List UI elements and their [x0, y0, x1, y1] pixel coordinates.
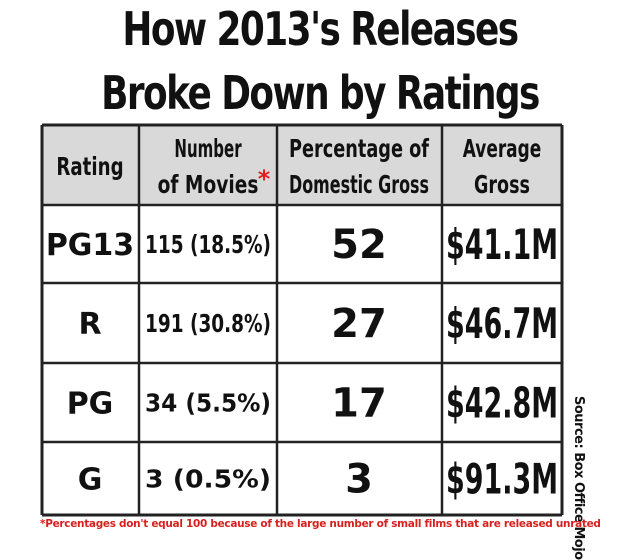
hdr-number-of-movies-line-2: of Movies	[158, 170, 259, 199]
rating-cell-row-4: G	[78, 463, 103, 498]
source-credit: Source: Box Office Mojo	[571, 396, 586, 560]
rating-cell-row-3: PG	[67, 387, 114, 422]
rating-cell-row-2: R	[78, 307, 101, 342]
hdr-percentage-of-domestic-gross-line-1: Percentage of	[289, 134, 430, 163]
movies-cell-row-3: 34 (5.5%)	[145, 389, 271, 418]
hdr-number-of-movies-line-1: Number	[174, 134, 242, 163]
avg-gross-cell-row-4: $91.3M	[446, 455, 558, 504]
footnote: *Percentages don't equal 100 because of …	[40, 518, 601, 530]
pct-gross-cell-row-4: 3	[345, 457, 373, 503]
avg-gross-cell-row-1: $41.1M	[446, 220, 558, 269]
hdr-rating-line-1: Rating	[56, 152, 123, 181]
header-asterisk: *	[258, 165, 271, 193]
chart-title-line-1: How 2013's Releases	[122, 2, 519, 56]
movies-cell-row-4: 3 (0.5%)	[145, 465, 271, 494]
pct-gross-cell-row-1: 52	[331, 222, 387, 268]
avg-gross-cell-row-3: $42.8M	[446, 379, 558, 428]
rating-cell-row-1: PG13	[46, 228, 134, 263]
pct-gross-cell-row-3: 17	[331, 381, 387, 427]
header-background	[42, 125, 562, 205]
hdr-average-gross-line-1: Average	[463, 134, 541, 163]
avg-gross-cell-row-2: $46.7M	[446, 299, 558, 348]
movies-cell-row-1: 115 (18.5%)	[145, 230, 271, 259]
chart-title-line-2: Broke Down by Ratings	[101, 66, 540, 120]
hdr-average-gross-line-2: Gross	[474, 170, 530, 199]
pct-gross-cell-row-2: 27	[331, 301, 387, 347]
movies-cell-row-2: 191 (30.8%)	[145, 309, 271, 338]
hdr-percentage-of-domestic-gross-line-2: Domestic Gross	[289, 170, 429, 199]
